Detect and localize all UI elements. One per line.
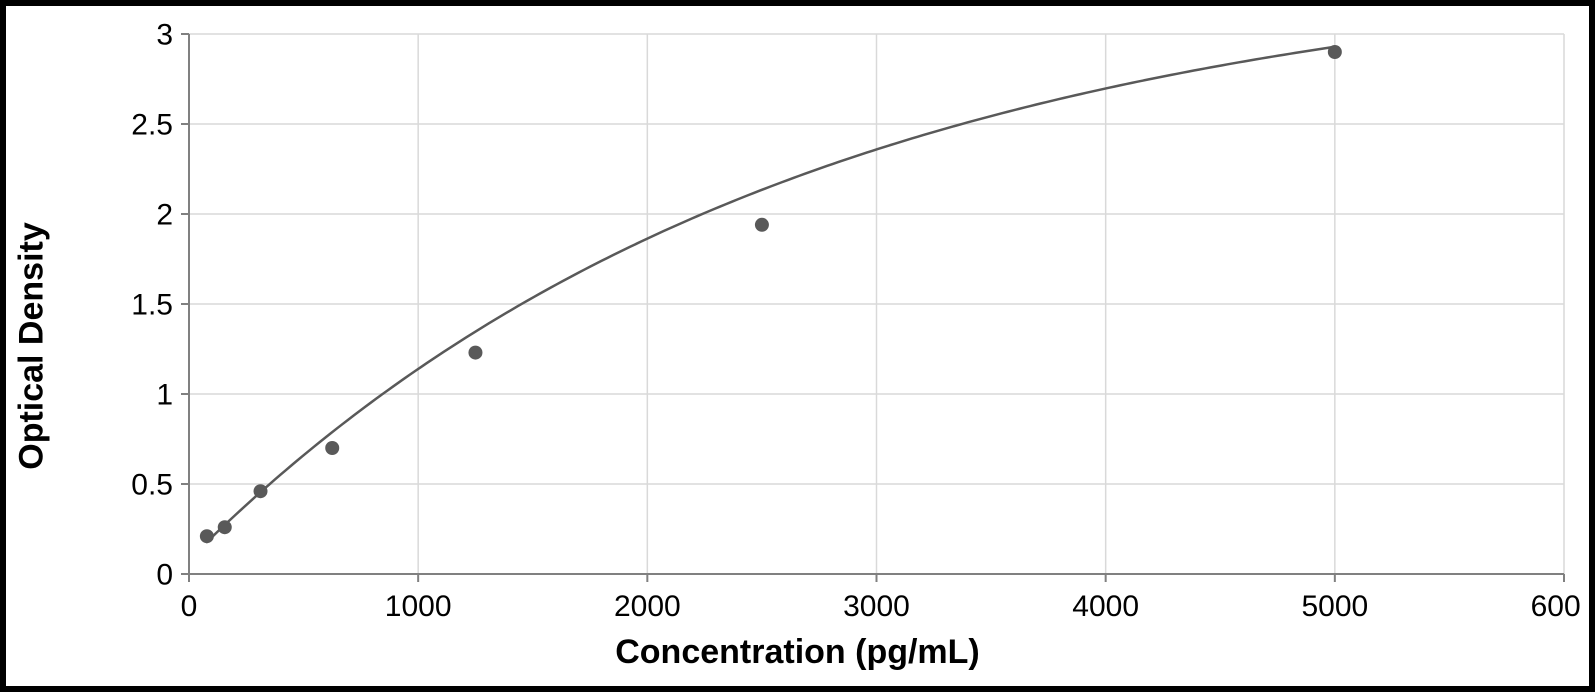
chart-svg: 0 1000 2000 3000 4000 5000 6000 0 0.5 1 1.5 2 2.5 3 <box>14 14 1581 678</box>
y-tick-label: 3 <box>156 19 173 52</box>
x-tick-label: 3000 <box>843 590 910 623</box>
data-point <box>1328 45 1342 59</box>
y-tick-label: 2 <box>156 199 173 232</box>
y-tick-label: 2.5 <box>131 109 173 142</box>
data-point <box>218 520 232 534</box>
y-tick-label: 1 <box>156 379 173 412</box>
chart-frame: Optical Density 0 1000 2000 3000 4000 5000 600… <box>0 0 1595 692</box>
x-tick-label: 0 <box>181 590 198 623</box>
x-tick-label: 4000 <box>1072 590 1139 623</box>
data-point <box>325 441 339 455</box>
data-point <box>254 484 268 498</box>
y-tick-label: 1.5 <box>131 289 173 322</box>
data-point <box>755 218 769 232</box>
data-point <box>468 346 482 360</box>
y-tick-label: 0.5 <box>131 469 173 502</box>
data-point <box>200 529 214 543</box>
chart-container: Optical Density 0 1000 2000 3000 4000 5000 600… <box>14 14 1581 678</box>
y-axis-label: Optical Density <box>13 222 52 470</box>
x-axis-label: Concentration (pg/mL) <box>14 633 1581 672</box>
x-tick-label: 1000 <box>385 590 452 623</box>
y-tick-label: 0 <box>156 559 173 592</box>
x-tick-label: 5000 <box>1301 590 1368 623</box>
x-tick-label: 2000 <box>614 590 681 623</box>
x-tick-label: 6000 <box>1531 590 1581 623</box>
